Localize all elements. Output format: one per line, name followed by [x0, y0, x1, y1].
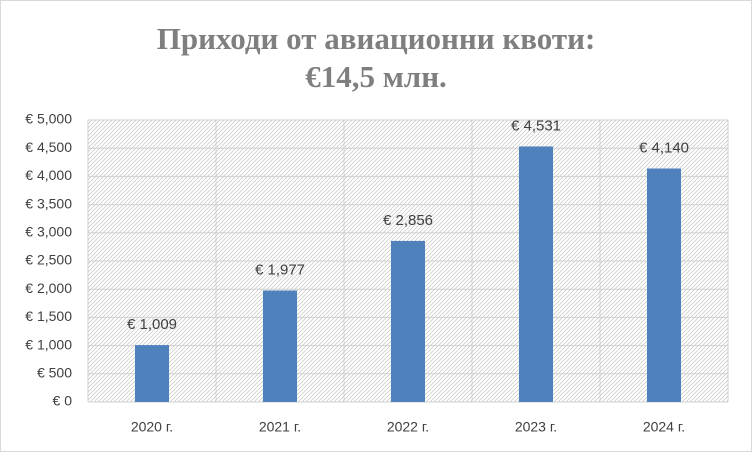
x-tick-label: 2020 г. [131, 419, 173, 435]
y-tick-label: € 1,000 [25, 336, 72, 352]
data-label: € 4,140 [639, 139, 689, 156]
y-tick-label: € 1,500 [25, 308, 72, 324]
bar [647, 168, 681, 402]
bar [519, 146, 553, 402]
y-tick-label: € 500 [37, 365, 72, 381]
y-tick-label: € 2,500 [25, 252, 72, 268]
x-tick-label: 2021 г. [259, 419, 301, 435]
data-label: € 2,856 [383, 212, 433, 229]
bar [135, 345, 169, 402]
data-label: € 1,009 [127, 316, 177, 333]
y-tick-label: € 5,000 [25, 111, 72, 127]
x-tick-label: 2024 г. [643, 419, 685, 435]
bar [391, 240, 425, 402]
chart-title: €14,5 млн. [305, 59, 447, 94]
x-tick-label: 2022 г. [387, 419, 429, 435]
y-tick-label: € 3,000 [25, 224, 72, 240]
data-label: € 4,531 [511, 117, 561, 134]
chart-title: Приходи от авиационни квоти: [157, 21, 596, 56]
x-tick-label: 2023 г. [515, 419, 557, 435]
y-tick-label: € 0 [53, 393, 73, 409]
y-tick-label: € 2,000 [25, 280, 72, 296]
y-tick-label: € 3,500 [25, 195, 72, 211]
y-tick-label: € 4,500 [25, 139, 72, 155]
data-label: € 1,977 [255, 261, 305, 278]
bar [263, 290, 297, 402]
y-tick-label: € 4,000 [25, 167, 72, 183]
